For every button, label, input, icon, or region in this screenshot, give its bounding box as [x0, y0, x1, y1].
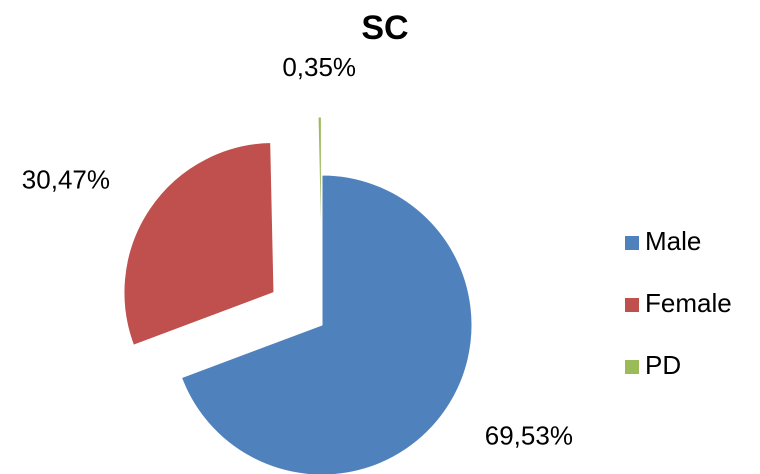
chart-title: SC: [361, 9, 408, 47]
pie-slice: [317, 116, 322, 268]
data-label: 69,53%: [485, 421, 573, 451]
legend-label: Female: [645, 288, 732, 318]
data-label: 30,47%: [22, 164, 110, 194]
data-label: 0,35%: [282, 52, 356, 82]
pie-slice: [180, 174, 473, 474]
legend-swatch: [625, 360, 639, 374]
legend-swatch: [625, 236, 639, 250]
pie-slice: [123, 142, 275, 346]
legend-label: PD: [645, 350, 681, 380]
legend-label: Male: [645, 226, 701, 256]
legend-swatch: [625, 298, 639, 312]
